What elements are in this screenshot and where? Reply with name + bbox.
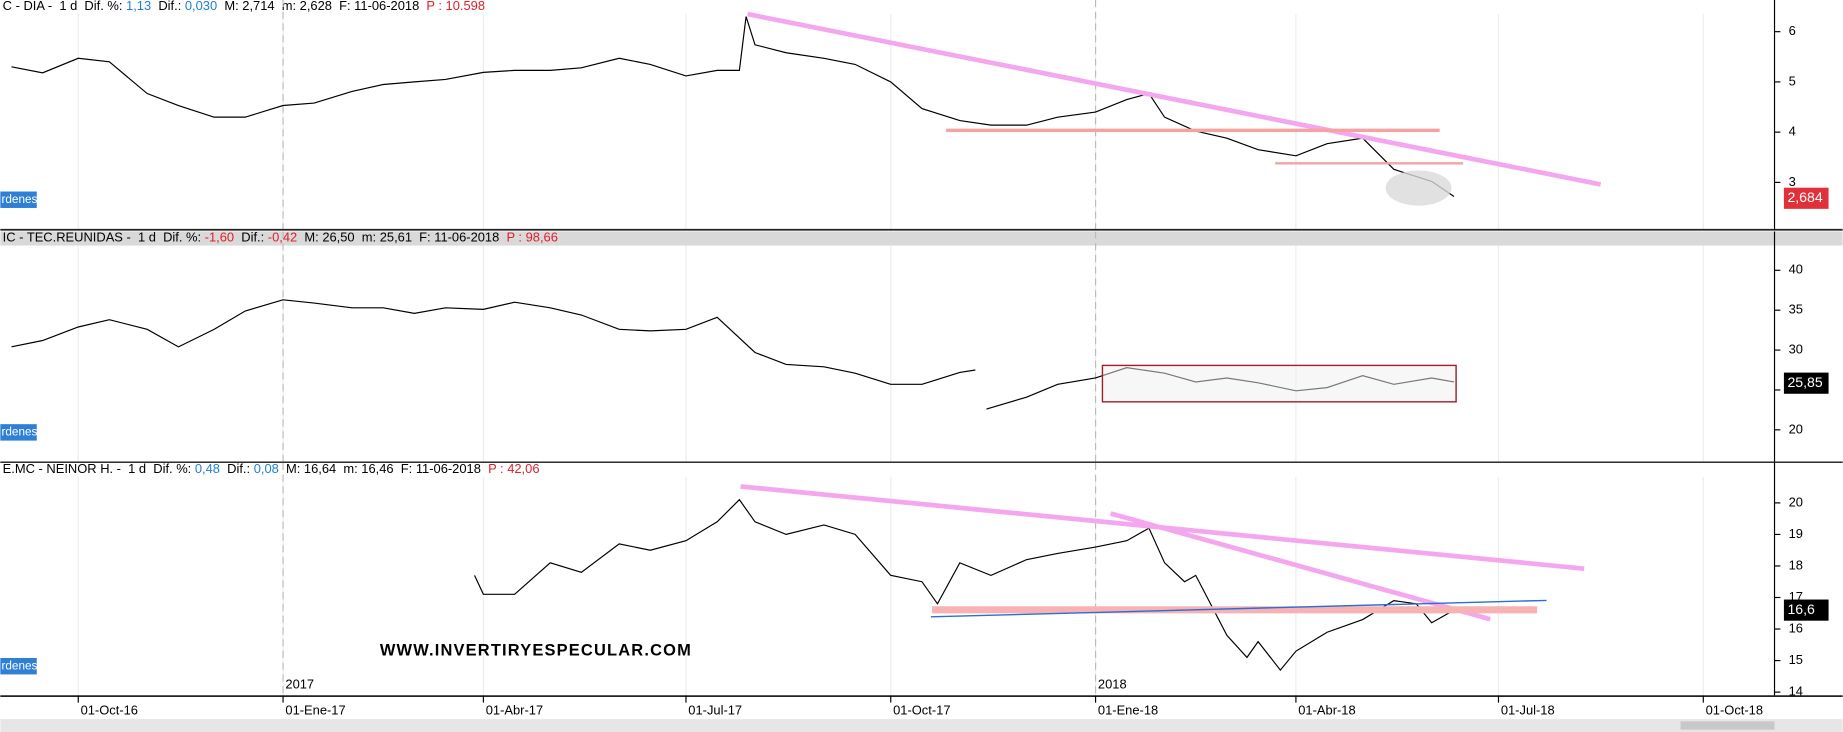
scrollbar	[0, 719, 1843, 732]
year-label: 2018	[1098, 676, 1127, 691]
y-tick-label: 30	[1789, 341, 1803, 356]
header-part: P : 98,66	[506, 230, 557, 245]
scroll-thumb	[1680, 721, 1775, 730]
header-part: Dif.:	[151, 0, 185, 13]
header-part: -1,60	[205, 230, 234, 245]
orders-button	[0, 657, 37, 675]
header-part: 1,13	[126, 0, 151, 13]
panel-header: E.MC - NEINOR H. - 1 d Dif. %: 0,48 Dif.…	[3, 461, 540, 476]
range-box	[1101, 364, 1457, 403]
last-price-box	[1783, 599, 1829, 621]
header-part: Dif.:	[220, 461, 254, 476]
header-part: Dif.:	[234, 230, 268, 245]
y-tick-label: 40	[1789, 262, 1803, 277]
y-tick-label: 19	[1789, 526, 1803, 541]
annotations: WWW.INVERTIRYESPECULAR.COM	[380, 11, 1602, 659]
trend-line	[1110, 511, 1491, 622]
y-tick-label: 15	[1789, 652, 1803, 667]
header-part: P : 42,06	[488, 461, 539, 476]
price-line	[11, 299, 976, 385]
orders-button	[0, 424, 37, 441]
header-part: E.MC - NEINOR H. - 1 d Dif. %:	[3, 461, 195, 476]
last-price-label: 16,6	[1787, 601, 1815, 617]
x-tick-label: 01-Jul-17	[688, 702, 742, 717]
y-tick-label: 6	[1789, 23, 1796, 38]
header-bar	[0, 231, 1843, 246]
y-tick-label: 5	[1789, 73, 1796, 88]
price-line	[474, 498, 1455, 672]
header-part: M: 16,64 m: 16,46 F: 11-06-2018	[279, 461, 488, 476]
orders-button-label: rdenes	[2, 425, 38, 438]
header-part: M: 2,714 m: 2,628 F: 11-06-2018	[217, 0, 426, 13]
x-tick-label: 01-Ene-18	[1098, 702, 1158, 717]
header-part: 0,48	[195, 461, 220, 476]
x-tick-label: 01-Oct-16	[81, 702, 138, 717]
panel-header: IC - TEC.REUNIDAS - 1 d Dif. %: -1,60 Di…	[3, 230, 558, 245]
y-tick-label: 20	[1789, 494, 1803, 509]
orders-button-label: rdenes	[2, 659, 38, 672]
header-part: 0,08	[254, 461, 279, 476]
price-line	[11, 16, 1455, 197]
year-label: 2017	[285, 676, 314, 691]
panel-header: C - DIA - 1 d Dif. %: 1,13 Dif.: 0,030 M…	[3, 0, 485, 13]
watermark: WWW.INVERTIRYESPECULAR.COM	[380, 641, 692, 659]
last-price-box	[1783, 187, 1829, 209]
x-tick-label: 01-Oct-17	[893, 702, 950, 717]
x-tick-label: 01-Abr-18	[1298, 702, 1355, 717]
x-tick-label: 01-Oct-18	[1706, 702, 1763, 717]
blue-line	[930, 599, 1547, 618]
y-tick-label: 35	[1789, 302, 1803, 317]
orders-button-label: rdenes	[2, 193, 38, 206]
last-price-box	[1783, 372, 1829, 394]
y-tick-label: 20	[1789, 421, 1803, 436]
y-tick-label: 4	[1789, 124, 1796, 139]
highlight-ellipse	[1385, 170, 1452, 206]
x-tick-label: 01-Jul-18	[1501, 702, 1555, 717]
last-price-label: 2,684	[1787, 189, 1822, 205]
x-tick-label: 01-Abr-17	[486, 702, 543, 717]
orders-button	[0, 191, 37, 208]
header-bar	[0, 462, 1843, 478]
header-part: P : 10.598	[426, 0, 485, 13]
y-tick-label: 18	[1789, 557, 1803, 572]
y-tick-label: 14	[1789, 684, 1803, 699]
header-bar	[0, 0, 1843, 15]
trend-line	[747, 11, 1602, 187]
y-tick-label: 3	[1789, 174, 1796, 189]
y-tick-label: 16	[1789, 620, 1803, 635]
header-part: 0,030	[185, 0, 217, 13]
header-part: IC - TEC.REUNIDAS - 1 d Dif. %:	[3, 230, 205, 245]
header-part: M: 26,50 m: 25,61 F: 11-06-2018	[297, 230, 506, 245]
x-tick-label: 01-Ene-17	[285, 702, 345, 717]
last-price-label: 25,85	[1787, 374, 1822, 390]
header-part: C - DIA - 1 d Dif. %:	[3, 0, 126, 13]
